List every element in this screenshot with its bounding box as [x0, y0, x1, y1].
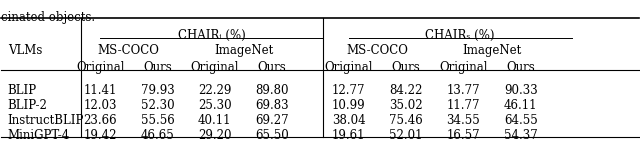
Text: 35.02: 35.02	[389, 99, 423, 112]
Text: 46.65: 46.65	[141, 129, 174, 142]
Text: 75.46: 75.46	[389, 114, 423, 127]
Text: 64.55: 64.55	[504, 114, 538, 127]
Text: Ours: Ours	[506, 61, 535, 74]
Text: 54.37: 54.37	[504, 129, 538, 142]
Text: 19.42: 19.42	[83, 129, 117, 142]
Text: BLIP: BLIP	[8, 84, 37, 97]
Text: cinated objects.: cinated objects.	[1, 11, 95, 24]
Text: VLMs: VLMs	[8, 44, 42, 57]
Text: 40.11: 40.11	[198, 114, 232, 127]
Text: 46.11: 46.11	[504, 99, 538, 112]
Text: 12.03: 12.03	[83, 99, 117, 112]
Text: 65.50: 65.50	[255, 129, 289, 142]
Text: 22.29: 22.29	[198, 84, 232, 97]
Text: 52.30: 52.30	[141, 99, 174, 112]
Text: ImageNet: ImageNet	[463, 44, 522, 57]
Text: 69.27: 69.27	[255, 114, 289, 127]
Text: 13.77: 13.77	[447, 84, 480, 97]
Text: MS-COCO: MS-COCO	[346, 44, 408, 57]
Text: 11.41: 11.41	[83, 84, 117, 97]
Text: 10.99: 10.99	[332, 99, 365, 112]
Text: 11.77: 11.77	[447, 99, 480, 112]
Text: MS-COCO: MS-COCO	[98, 44, 160, 57]
Text: 29.20: 29.20	[198, 129, 232, 142]
Text: 25.30: 25.30	[198, 99, 232, 112]
Text: 19.61: 19.61	[332, 129, 365, 142]
Text: 90.33: 90.33	[504, 84, 538, 97]
Text: CHAIRᵢ (%): CHAIRᵢ (%)	[178, 29, 246, 42]
Text: 89.80: 89.80	[255, 84, 289, 97]
Text: 69.83: 69.83	[255, 99, 289, 112]
Text: Original: Original	[324, 61, 373, 74]
Text: Ours: Ours	[258, 61, 287, 74]
Text: 38.04: 38.04	[332, 114, 365, 127]
Text: ImageNet: ImageNet	[214, 44, 273, 57]
Text: 16.57: 16.57	[447, 129, 480, 142]
Text: 12.77: 12.77	[332, 84, 365, 97]
Text: MiniGPT-4: MiniGPT-4	[8, 129, 70, 142]
Text: 55.56: 55.56	[141, 114, 174, 127]
Text: Original: Original	[191, 61, 239, 74]
Text: BLIP-2: BLIP-2	[8, 99, 47, 112]
Text: 23.66: 23.66	[83, 114, 117, 127]
Text: 52.01: 52.01	[389, 129, 423, 142]
Text: Ours: Ours	[143, 61, 172, 74]
Text: InstructBLIP: InstructBLIP	[8, 114, 84, 127]
Text: 34.55: 34.55	[447, 114, 480, 127]
Text: CHAIRₛ (%): CHAIRₛ (%)	[426, 29, 495, 42]
Text: Ours: Ours	[392, 61, 420, 74]
Text: Original: Original	[439, 61, 488, 74]
Text: 79.93: 79.93	[141, 84, 174, 97]
Text: 84.22: 84.22	[389, 84, 422, 97]
Text: Original: Original	[76, 61, 124, 74]
